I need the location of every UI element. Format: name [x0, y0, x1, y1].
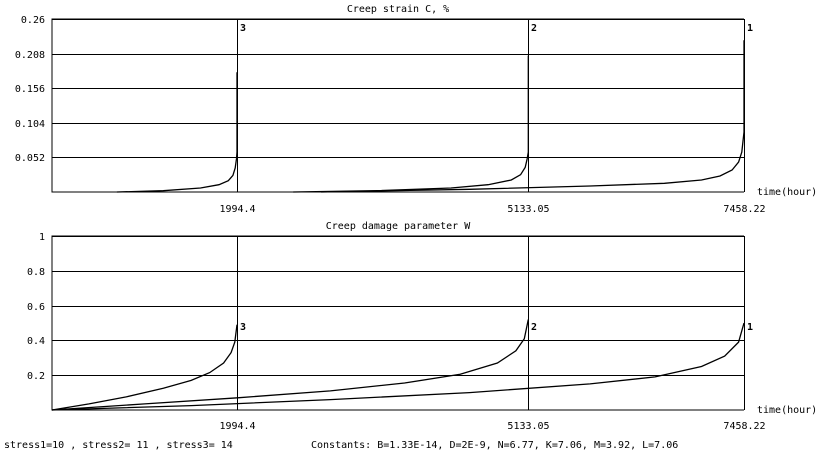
chart2-series-line-2 — [51, 319, 529, 411]
chart2-series-line-3 — [51, 324, 238, 411]
chart1-title: Creep strain C, % — [347, 4, 449, 15]
chart1-y-tick-label: 0.208 — [15, 50, 45, 61]
chart2-title: Creep damage parameter W — [326, 221, 471, 232]
chart2-series-line-1 — [51, 322, 745, 411]
chart1-y-tick-label: 0.104 — [15, 119, 45, 130]
chart1-curve-label-2: 2 — [531, 23, 537, 34]
chart1-y-tick-label: 0.26 — [21, 15, 45, 26]
chart1-x-tick-label: 1994.4 — [219, 204, 255, 215]
chart1-y-tick-label: 0.052 — [15, 153, 45, 164]
charts-canvas: Creep strain C, % 0.052 0.104 0.156 0.208 0.2… — [15, 4, 817, 432]
chart2-x-tick-label: 1994.4 — [219, 421, 255, 432]
constants-text: Constants: B=1.33E-14, D=2E-9, N=6.77, K… — [311, 440, 679, 451]
chart1-series-line-1 — [321, 40, 745, 193]
chart1-y-tick-label: 0.156 — [15, 84, 45, 95]
chart2-x-tick-label: 7458.22 — [723, 421, 765, 432]
chart1-frame — [51, 18, 744, 193]
chart2-curve-label-1: 1 — [747, 322, 753, 333]
chart1-x-tick-label: 5133.05 — [507, 204, 549, 215]
chart1-series-line-2 — [293, 55, 529, 193]
chart1-curve-label-1: 1 — [747, 23, 753, 34]
chart2-y-tick-label: 0.4 — [27, 336, 45, 347]
chart2-y-tick-label: 0.6 — [27, 302, 45, 313]
chart2-y-tick-label: 0.8 — [27, 267, 45, 278]
chart2-y-tick-label: 0.2 — [27, 371, 45, 382]
chart1-x-axis-label: time(hour) — [757, 187, 817, 198]
chart2-curve-label-2: 2 — [531, 322, 537, 333]
chart2-x-axis-label: time(hour) — [757, 405, 817, 416]
chart2-curve-label-3: 3 — [240, 322, 246, 333]
chart1-series-line-3 — [116, 72, 238, 193]
chart1-curve-label-3: 3 — [240, 23, 246, 34]
chart2-y-tick-label: 1 — [39, 232, 45, 243]
chart2-x-tick-label: 5133.05 — [507, 421, 549, 432]
chart1-x-tick-label: 7458.22 — [723, 204, 765, 215]
stress-values-text: stress1=10 , stress2= 11 , stress3= 14 — [4, 440, 233, 451]
